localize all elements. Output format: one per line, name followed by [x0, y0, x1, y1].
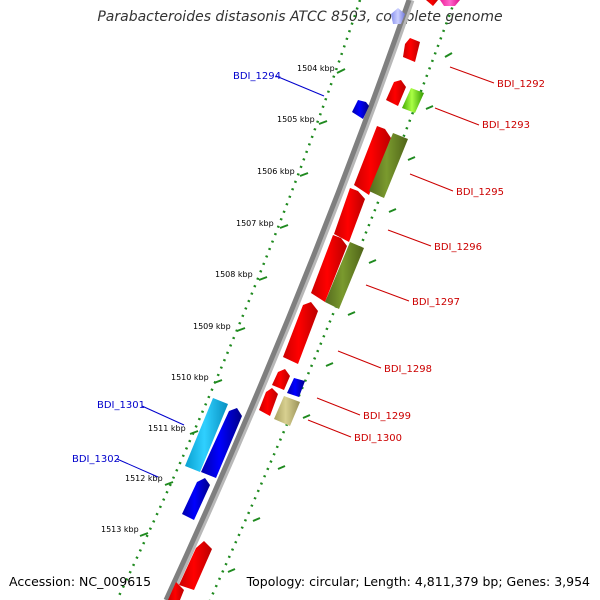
scale-tick-label: 1507 kbp	[236, 219, 274, 228]
scale-tick-label: 1512 kbp	[125, 474, 163, 483]
gene-arrow-bdi-1295	[369, 133, 408, 198]
gene-arrow	[168, 582, 184, 600]
scale-tick-mark	[213, 379, 223, 384]
gene-label-bdi-1295: BDI_1295	[456, 187, 504, 198]
gene-arrow	[354, 126, 391, 195]
gene-label-bdi-1296: BDI_1296	[434, 242, 482, 253]
gene-arrow	[311, 235, 347, 302]
gene-arrow	[179, 541, 212, 590]
leader-line-bdi-1293	[434, 107, 480, 126]
scale-tick-mark	[318, 120, 328, 125]
gene-arrow-bdi-1298	[283, 302, 318, 364]
leader-line-bdi-1292	[449, 66, 495, 84]
right-gene-labels: BDI_1292 BDI_1293 BDI_1295 BDI_1296 BDI_…	[354, 79, 545, 444]
gene-arrow-bdi-1296	[334, 188, 365, 242]
scale-tick-mark	[258, 276, 268, 281]
leader-line-bdi-1300	[307, 419, 352, 438]
leader-line-bdi-1296	[387, 229, 432, 247]
gene-arrow	[386, 80, 406, 106]
scale-tick-label: 1505 kbp	[277, 115, 315, 124]
scale-tick-mark	[139, 532, 149, 537]
scale-tick-mark	[164, 481, 174, 486]
genome-backbone	[163, 0, 412, 600]
leader-line-bdi-1299	[316, 397, 361, 416]
gene-arrow-bdi-1302	[182, 478, 210, 520]
scale-tick-label: 1511 kbp	[148, 424, 186, 433]
outer-dotted-axis	[115, 0, 362, 600]
gene-arrow-bdi-1301	[185, 398, 228, 472]
scale-tick-mark	[189, 430, 199, 435]
scale-tick-mark	[279, 224, 289, 229]
gene-arrow	[201, 408, 242, 478]
scale-tick-label: 1506 kbp	[257, 167, 295, 176]
gene-arrow-bdi-1297	[325, 242, 364, 309]
gene-label-bdi-1302: BDI_1302	[72, 454, 120, 465]
gene-arrow	[272, 369, 290, 390]
leader-line-bdi-1295	[409, 173, 454, 192]
gene-arrow-bdi-1294	[352, 100, 369, 119]
gene-arrow	[426, 0, 438, 6]
leader-line-bdi-1301	[141, 405, 185, 426]
gene-label-bdi-1297: BDI_1297	[412, 297, 460, 308]
gene-label-bdi-1293: BDI_1293	[482, 120, 530, 131]
leader-line-bdi-1302	[116, 458, 159, 478]
gene-arrow-bdi-1300	[274, 396, 300, 426]
scale-tick-mark	[236, 327, 246, 332]
left-gene-labels: BDI_1294 BDI_1301 BDI_1302	[72, 71, 281, 465]
leader-lines	[116, 66, 495, 478]
gene-arrow-bdi-1292	[403, 38, 420, 62]
gene-label-bdi-1300: BDI_1300	[354, 433, 402, 444]
leader-line-bdi-1298	[337, 350, 382, 369]
scale-tick-mark	[336, 68, 346, 74]
leader-line-bdi-1294	[275, 75, 325, 97]
gene-label-bdi-1298: BDI_1298	[384, 364, 432, 375]
scale-tick-label: 1504 kbp	[297, 64, 335, 73]
gene-arrow	[440, 0, 460, 6]
scale-tick-label: 1513 kbp	[101, 525, 139, 534]
outer-strand-genes	[182, 8, 405, 520]
inner-ring-ticks	[227, 52, 453, 573]
genome-summary-text: Topology: circular; Length: 4,811,379 bp…	[246, 574, 590, 589]
gene-label-bdi-1299: BDI_1299	[363, 411, 411, 422]
gene-arrow	[391, 8, 405, 24]
gene-label-bdi-1292: BDI_1292	[497, 79, 545, 90]
accession-text: Accession: NC_009615	[9, 574, 152, 589]
scale-tick-label: 1510 kbp	[171, 373, 209, 382]
leader-line-bdi-1297	[365, 284, 410, 302]
gene-label-bdi-1294: BDI_1294	[233, 71, 281, 82]
gene-arrow	[259, 388, 278, 416]
gene-arrow-bdi-1299	[287, 378, 305, 397]
scale-tick-mark	[299, 172, 309, 177]
inner-strand-genes	[168, 0, 460, 600]
scale-tick-label: 1508 kbp	[215, 270, 253, 279]
scale-tick-label: 1509 kbp	[193, 322, 231, 331]
gene-arrow-bdi-1293	[402, 88, 424, 113]
scale-ticks: 1504 kbp 1505 kbp 1506 kbp 1507 kbp 1508…	[101, 64, 346, 537]
gene-label-bdi-1301: BDI_1301	[97, 400, 145, 411]
